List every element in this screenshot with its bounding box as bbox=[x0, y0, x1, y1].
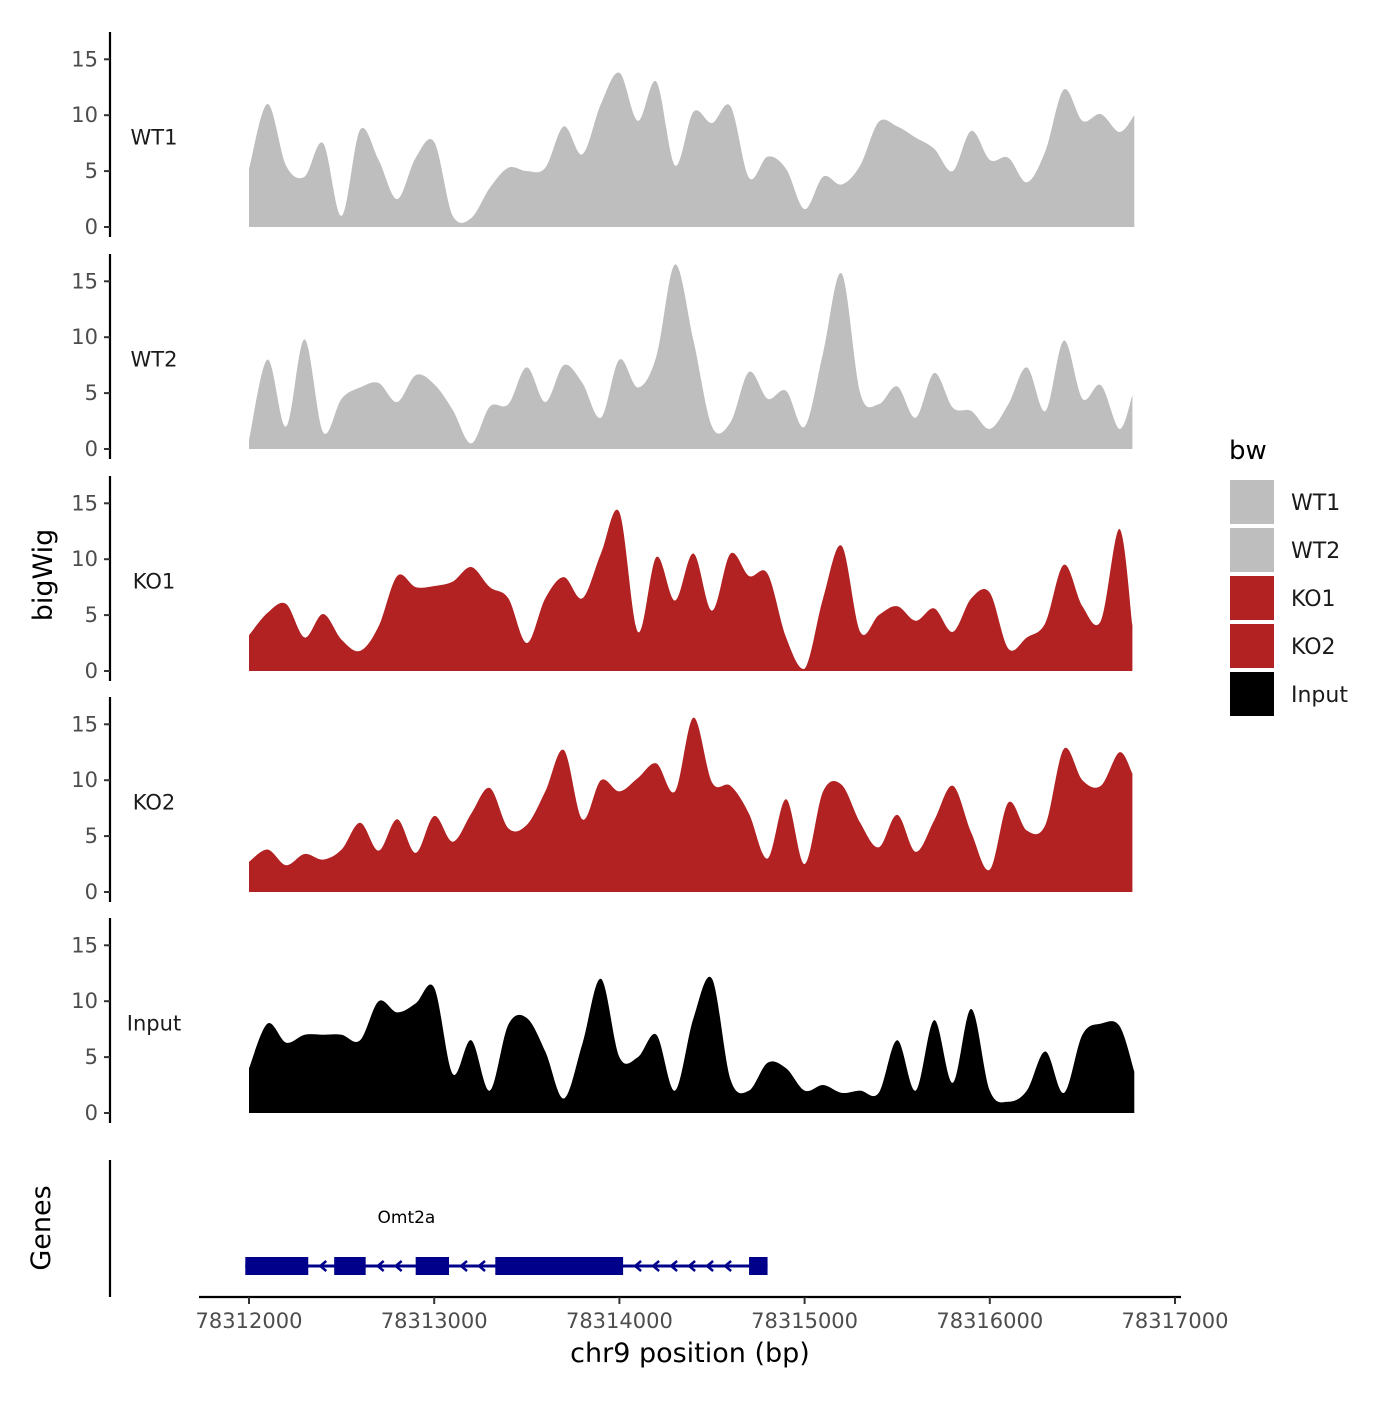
x-tick-label: 78317000 bbox=[1122, 1309, 1229, 1333]
y-tick-label: 10 bbox=[71, 768, 98, 792]
y-tick-label: 5 bbox=[85, 381, 98, 405]
y-tick-label: 5 bbox=[85, 1045, 98, 1069]
track-label: Input bbox=[127, 1012, 181, 1036]
track-label: KO1 bbox=[133, 570, 176, 594]
legend: bw WT1 WT2 KO1 KO2 Input bbox=[1229, 436, 1348, 716]
gene-exon bbox=[245, 1257, 309, 1275]
coverage-tracks: 0 5 10 15 WT1 0 5 10 15 WT2 0 5 10 15 KO1 0 5 10 15 KO2 0 5 10… bbox=[71, 32, 1135, 1125]
y-tick-label: 10 bbox=[71, 547, 98, 571]
x-axis-title: chr9 position (bp) bbox=[570, 1338, 810, 1369]
track-wt2: 0 5 10 15 WT2 bbox=[71, 254, 1133, 461]
y-tick-label: 5 bbox=[85, 824, 98, 848]
coverage-area-wt1 bbox=[249, 72, 1135, 227]
strand-arrow-icon bbox=[705, 1260, 714, 1272]
gene-track: Genes Omt2a bbox=[26, 1160, 768, 1297]
y-tick-label: 15 bbox=[71, 47, 98, 71]
strand-arrow-icon bbox=[687, 1260, 696, 1272]
x-tick-label: 78312000 bbox=[196, 1309, 303, 1333]
gene-name-label: Omt2a bbox=[378, 1208, 436, 1228]
strand-arrow-icon bbox=[318, 1260, 328, 1272]
y-tick-label: 10 bbox=[71, 325, 98, 349]
track-ko1: 0 5 10 15 KO1 bbox=[71, 476, 1133, 683]
legend-key-ko1 bbox=[1230, 576, 1274, 620]
y-tick-label: 5 bbox=[85, 159, 98, 183]
x-axis: chr9 position (bp) 78312000 78313000 78314… bbox=[196, 1295, 1229, 1369]
strand-arrow-icon bbox=[393, 1260, 403, 1272]
strand-arrow-icon bbox=[723, 1260, 732, 1272]
gene-exon bbox=[495, 1257, 624, 1275]
track-input: 0 5 10 15 Input bbox=[71, 918, 1135, 1125]
legend-label-wt2: WT2 bbox=[1291, 539, 1340, 564]
track-label: KO2 bbox=[133, 791, 176, 815]
legend-title: bw bbox=[1229, 436, 1267, 466]
strand-arrow-icon bbox=[633, 1260, 642, 1272]
y-tick-label: 0 bbox=[85, 880, 98, 904]
coverage-area-input bbox=[249, 976, 1135, 1113]
y-tick-label: 0 bbox=[85, 1101, 98, 1125]
legend-key-ko2 bbox=[1230, 624, 1274, 668]
strand-arrow-icon bbox=[669, 1260, 678, 1272]
x-tick-label: 78314000 bbox=[566, 1309, 673, 1333]
track-ko2: 0 5 10 15 KO2 bbox=[71, 697, 1133, 904]
y-tick-label: 15 bbox=[71, 269, 98, 293]
y-tick-label: 10 bbox=[71, 989, 98, 1013]
track-label: WT2 bbox=[131, 348, 178, 372]
y-tick-label: 10 bbox=[71, 103, 98, 127]
coverage-area-ko1 bbox=[249, 509, 1133, 671]
coverage-area-wt2 bbox=[249, 264, 1133, 449]
strand-arrow-icon bbox=[477, 1260, 486, 1272]
gene-exon bbox=[334, 1257, 366, 1275]
y-tick-label: 15 bbox=[71, 933, 98, 957]
gene-exon bbox=[415, 1257, 450, 1275]
x-tick-label: 78313000 bbox=[381, 1309, 488, 1333]
y-tick-label: 15 bbox=[71, 712, 98, 736]
legend-key-wt2 bbox=[1230, 528, 1274, 572]
coverage-area-ko2 bbox=[249, 717, 1133, 892]
y-axis-title: bigWig bbox=[28, 529, 59, 622]
y-tick-label: 5 bbox=[85, 603, 98, 627]
gene-exon bbox=[749, 1257, 768, 1275]
legend-key-input bbox=[1230, 672, 1274, 716]
legend-label-input: Input bbox=[1291, 683, 1348, 708]
y-tick-label: 0 bbox=[85, 659, 98, 683]
x-tick-label: 78315000 bbox=[751, 1309, 858, 1333]
legend-label-wt1: WT1 bbox=[1291, 491, 1340, 516]
y-tick-label: 0 bbox=[85, 215, 98, 239]
gene-track-label: Genes bbox=[26, 1185, 57, 1270]
legend-label-ko2: KO2 bbox=[1291, 635, 1336, 660]
strand-arrow-icon bbox=[459, 1260, 468, 1272]
gene-omt2a: Omt2a bbox=[245, 1208, 768, 1275]
track-wt1: 0 5 10 15 WT1 bbox=[71, 32, 1135, 239]
legend-key-wt1 bbox=[1230, 480, 1274, 524]
strand-arrow-icon bbox=[651, 1260, 660, 1272]
y-tick-label: 0 bbox=[85, 437, 98, 461]
legend-label-ko1: KO1 bbox=[1291, 587, 1336, 612]
y-tick-label: 15 bbox=[71, 491, 98, 515]
track-label: WT1 bbox=[131, 126, 178, 150]
x-tick-label: 78316000 bbox=[936, 1309, 1043, 1333]
strand-arrow-icon bbox=[375, 1260, 385, 1272]
